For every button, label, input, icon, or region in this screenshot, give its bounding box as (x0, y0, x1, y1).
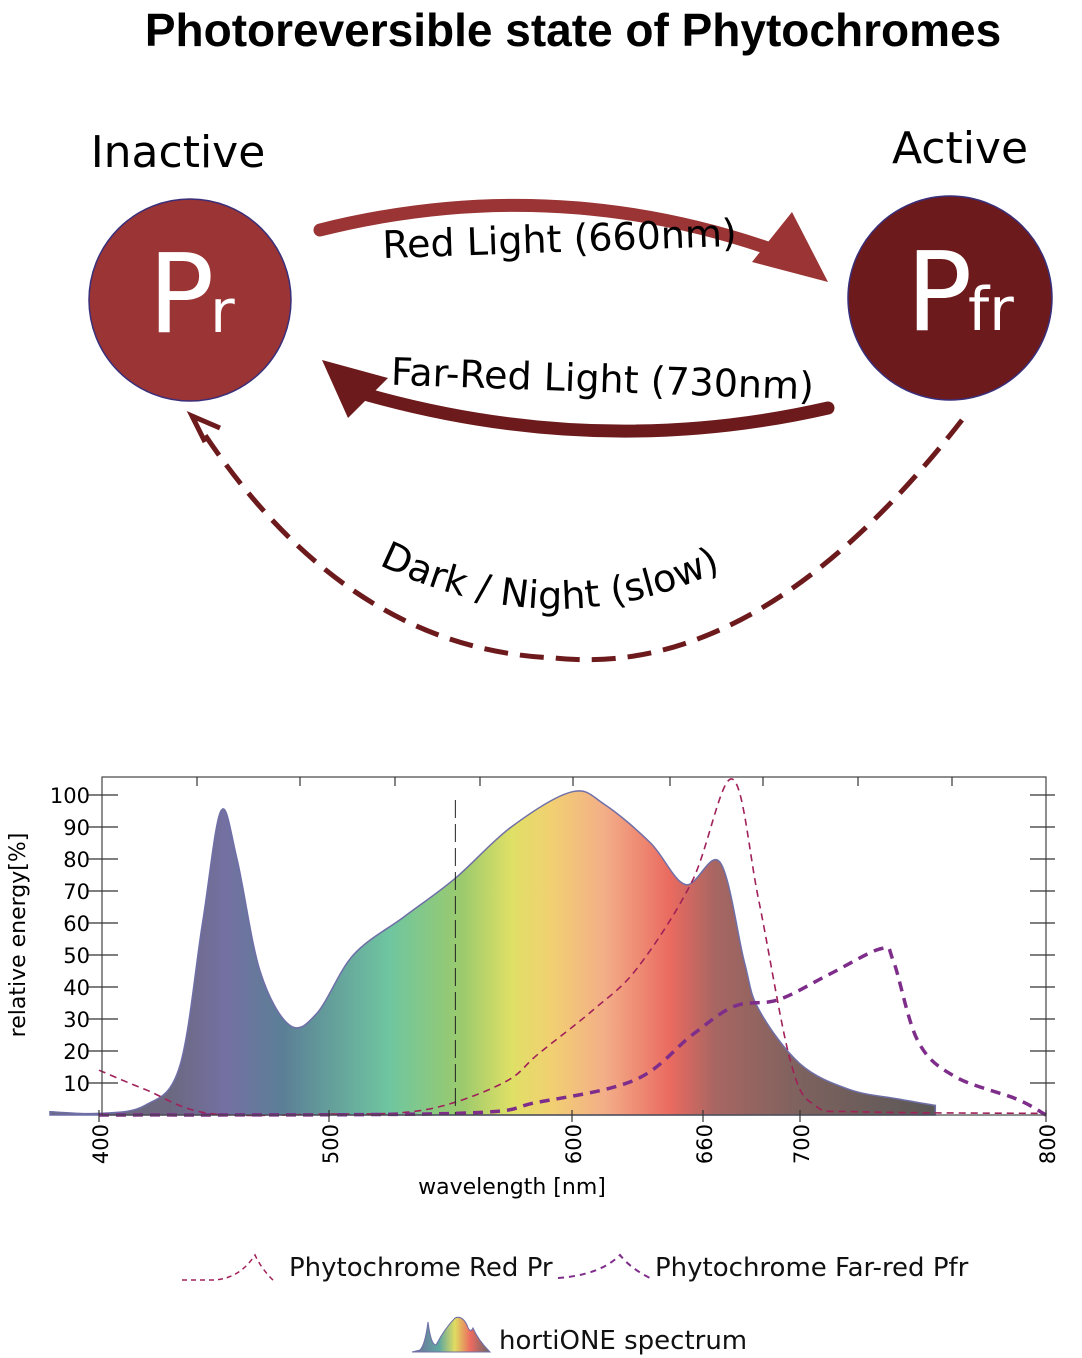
dark-night-arrow-shaft (202, 418, 964, 663)
x-tick-label: 600 (562, 1124, 586, 1164)
legend: Phytochrome Red Pr Phytochrome Far-red P… (182, 1253, 969, 1356)
pfr-circle (847, 195, 1053, 401)
red-light-arrowhead-icon (752, 212, 828, 282)
legend-label-pfr: Phytochrome Far-red Pfr (655, 1253, 969, 1283)
legend-swatch-pr (182, 1253, 276, 1283)
y-tick-label: 40 (63, 976, 90, 1000)
y-tick-label: 100 (50, 784, 90, 808)
red-light-arrow: Red Light (660nm) (313, 198, 828, 282)
series-hortione-area (49, 790, 937, 1116)
series-pfr-line (98, 945, 1047, 1117)
pfr-state-node: P fr (847, 195, 1053, 401)
pfr-subscript: fr (968, 275, 1014, 345)
ticks-layer: 10 20 30 40 50 60 70 80 90 100 400 500 600 660 700 800 (50, 777, 1060, 1164)
x-tick-label: 700 (790, 1124, 814, 1164)
pr-subscript: r (210, 277, 235, 347)
legend-swatch-hortione (411, 1316, 492, 1353)
pr-circle (88, 198, 292, 402)
active-label: Active (892, 123, 1028, 174)
far-red-light-arrow: Far-Red Light (730nm) (322, 350, 835, 438)
dark-night-label-container: Dark / Night (slow) (375, 533, 725, 618)
pr-state-node: P r (88, 198, 292, 402)
dark-night-arrowhead-icon (186, 411, 221, 444)
y-tick-label: 30 (63, 1008, 90, 1032)
y-tick-label: 80 (63, 848, 90, 872)
y-tick-label: 70 (63, 880, 90, 904)
series-layer (49, 778, 1047, 1117)
legend-item-pr: Phytochrome Red Pr (182, 1253, 553, 1283)
x-tick-label: 400 (89, 1124, 113, 1164)
legend-item-pfr: Phytochrome Far-red Pfr (557, 1253, 969, 1283)
y-axis-label: relative energy[%] (6, 833, 31, 1038)
dark-night-label: Dark / Night (slow) (375, 533, 725, 618)
inactive-label: Inactive (91, 127, 266, 178)
pr-letter: P (148, 230, 214, 358)
x-tick-label: 500 (319, 1124, 343, 1164)
legend-swatch-pfr (557, 1253, 651, 1279)
y-tick-label: 20 (63, 1040, 90, 1064)
plot-frame (101, 776, 1047, 1116)
pfr-letter: P (906, 228, 972, 356)
red-light-arrow-shaft (313, 198, 797, 263)
y-tick-label: 50 (63, 944, 90, 968)
far-red-light-label: Far-Red Light (730nm) (390, 350, 814, 409)
y-tick-label: 10 (63, 1072, 90, 1096)
dark-night-arrow: Dark / Night (slow) (186, 411, 964, 663)
legend-item-hortione: hortiONE spectrum (411, 1316, 747, 1356)
y-tick-label: 90 (63, 816, 90, 840)
red-light-label: Red Light (660nm) (382, 211, 738, 267)
x-axis-label: wavelength [nm] (418, 1175, 606, 1200)
legend-label-hortione: hortiONE spectrum (499, 1326, 747, 1356)
x-tick-label: 800 (1036, 1124, 1060, 1164)
y-tick-label: 60 (63, 912, 90, 936)
figure-title: Photoreversible state of Phytochromes (145, 4, 1001, 56)
far-red-arrowhead-icon (322, 360, 388, 418)
legend-label-pr: Phytochrome Red Pr (289, 1253, 553, 1283)
x-tick-label: 660 (693, 1124, 717, 1164)
far-red-arrow-shaft (361, 388, 835, 438)
